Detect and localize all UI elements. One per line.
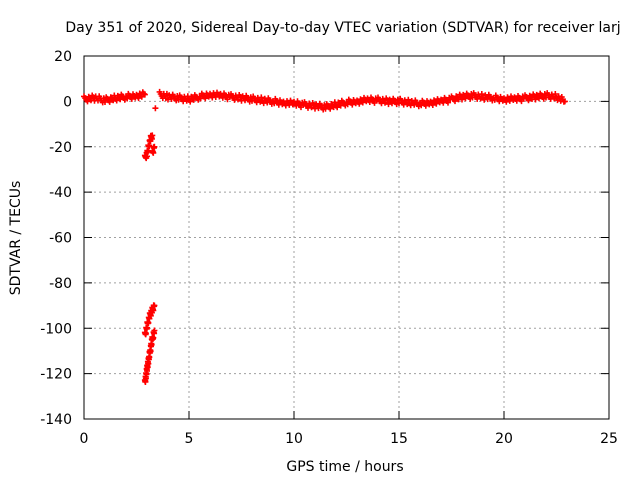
axis-ticks — [83, 55, 610, 420]
data-point — [151, 302, 158, 309]
chart-title: Day 351 of 2020, Sidereal Day-to-day VTE… — [65, 20, 620, 36]
axis-tick-labels: 0 5 10 15 20 25 -140 -120 -100 -80 -60 -40 -20 0 20 — [40, 49, 618, 447]
x-tick-label: 5 — [185, 431, 194, 447]
data-point — [149, 132, 156, 139]
y-tick-label: -140 — [40, 412, 72, 428]
data-point — [334, 104, 341, 111]
data-point — [561, 98, 568, 105]
data-point — [327, 105, 334, 112]
data-point — [452, 98, 458, 105]
data-segment — [81, 89, 148, 106]
x-tick-label: 10 — [285, 431, 303, 447]
data-point — [151, 143, 158, 150]
data-segment — [156, 88, 568, 113]
data-point — [106, 98, 113, 105]
y-tick-label: -60 — [49, 231, 72, 247]
y-tick-label: -100 — [40, 321, 72, 337]
y-tick-label: 0 — [63, 94, 72, 110]
data-segment — [152, 105, 159, 112]
x-tick-label: 20 — [495, 431, 513, 447]
data-point — [405, 96, 412, 103]
y-tick-label: -20 — [49, 140, 72, 156]
data-point — [202, 95, 209, 102]
data-point — [152, 105, 159, 112]
y-axis-label: SDTVAR / TECUs — [8, 181, 24, 296]
y-tick-label: -120 — [40, 367, 72, 383]
data-point — [552, 91, 559, 97]
x-axis-label: GPS time / hours — [286, 459, 403, 475]
grid — [84, 56, 609, 419]
y-tick-label: -80 — [49, 276, 72, 292]
data-point — [187, 98, 194, 105]
x-tick-label: 0 — [80, 431, 89, 447]
data-point — [151, 327, 158, 334]
data-point — [478, 91, 485, 97]
y-tick-label: -40 — [49, 185, 72, 201]
data-segment — [141, 327, 158, 385]
data-point — [445, 99, 451, 106]
x-tick-label: 15 — [390, 431, 408, 447]
data-point — [258, 94, 265, 101]
data-segment — [149, 143, 158, 156]
data-point — [141, 91, 148, 98]
data-points — [81, 88, 568, 385]
y-tick-label: 20 — [54, 49, 72, 65]
x-tick-label: 25 — [600, 431, 618, 447]
data-segment — [141, 302, 158, 338]
